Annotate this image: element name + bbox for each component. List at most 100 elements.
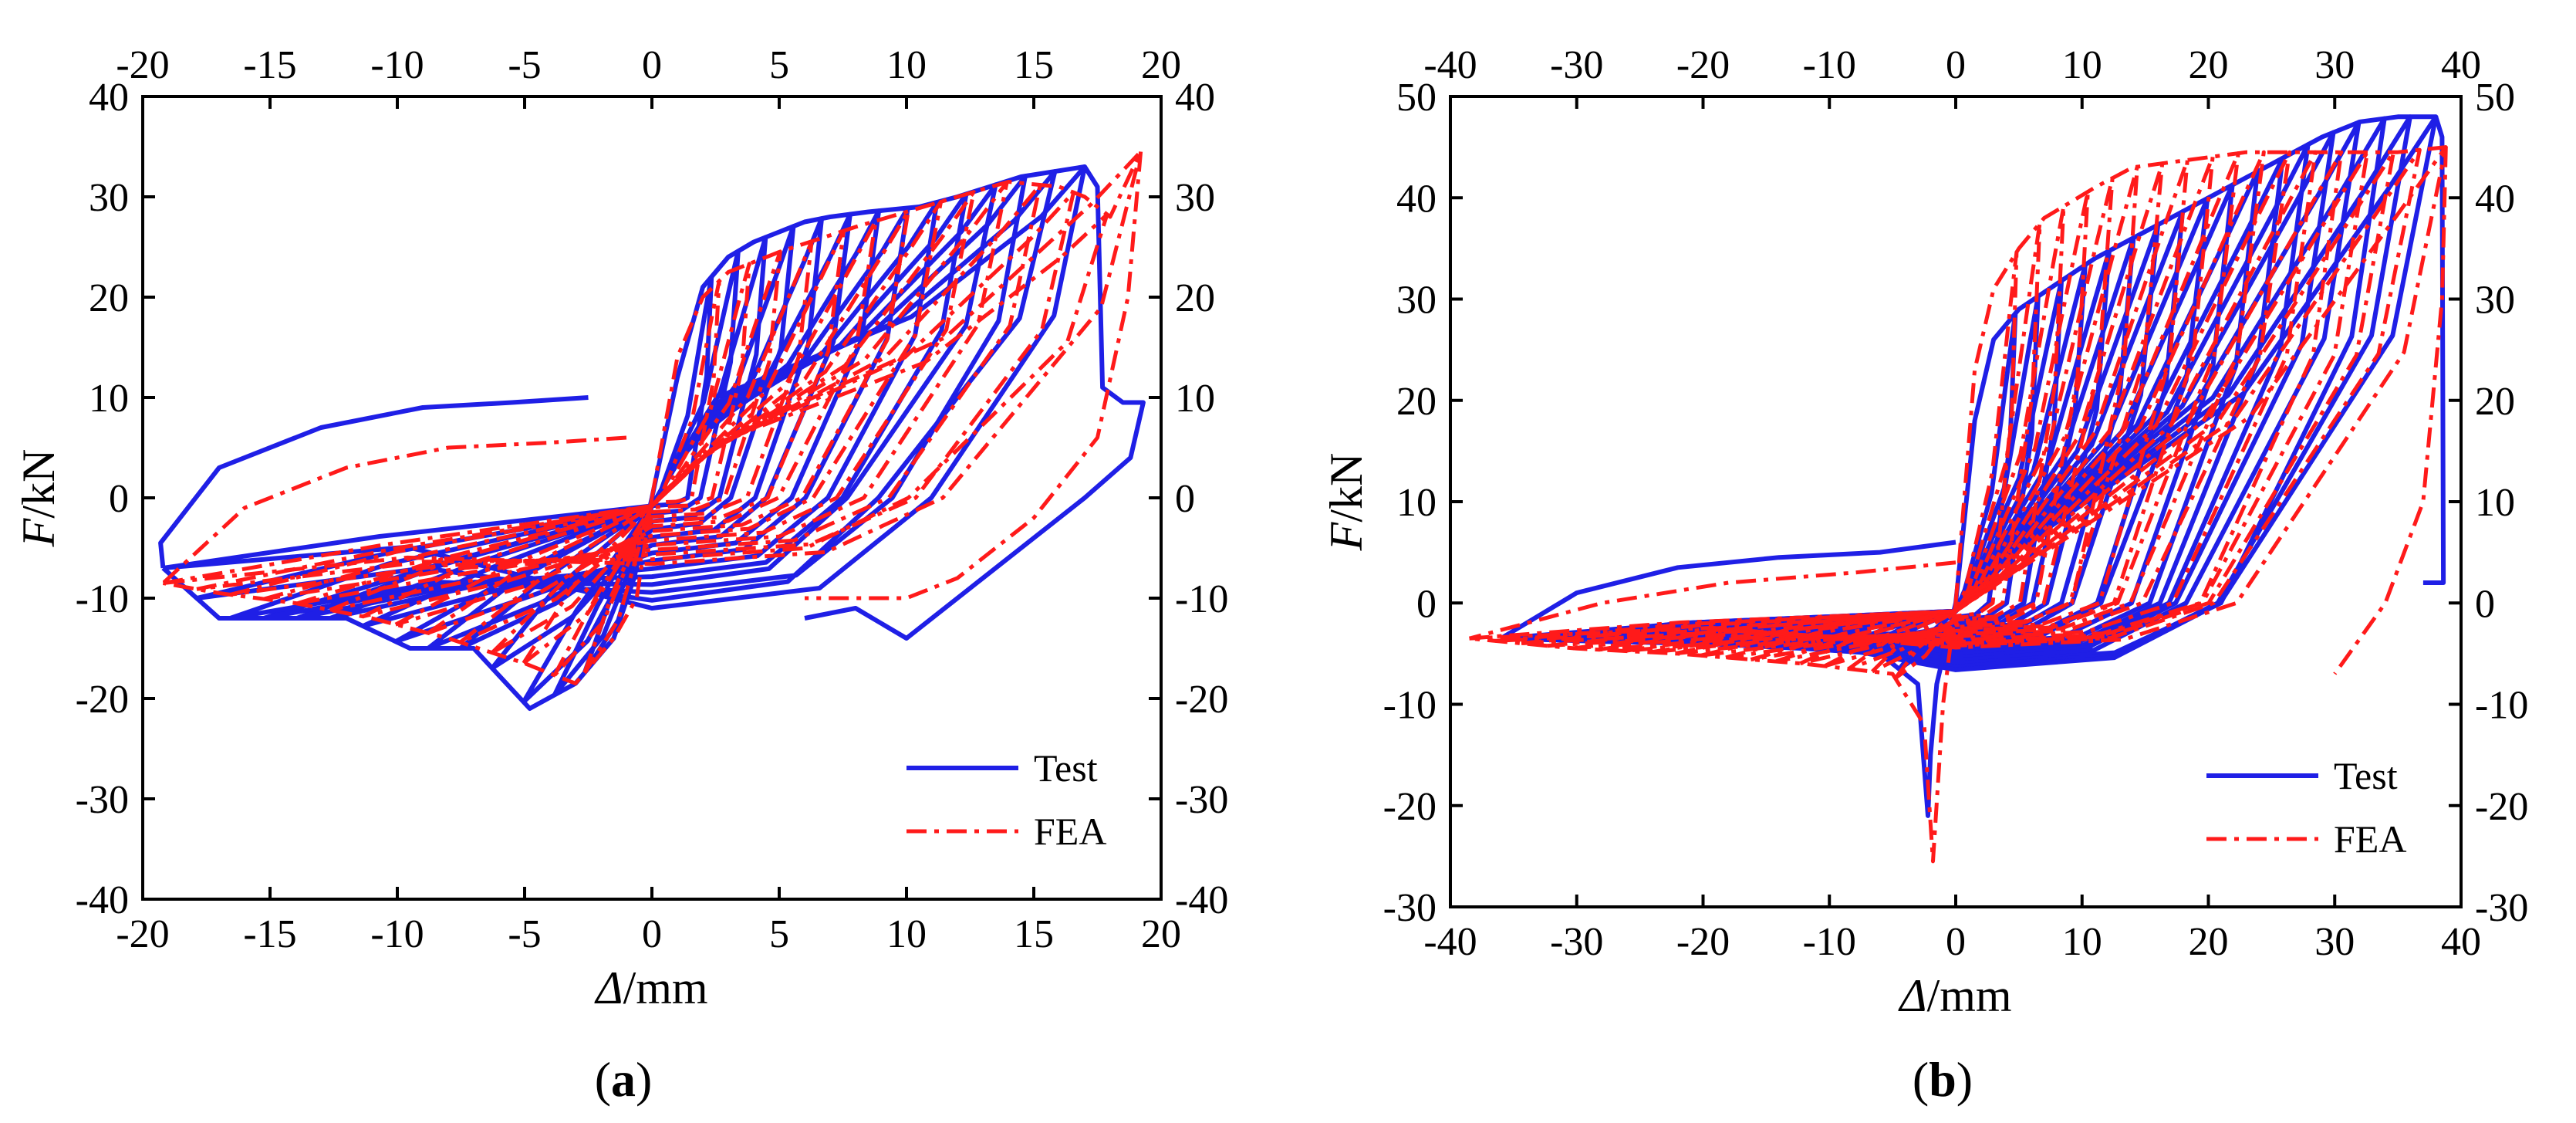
series-fea-loop bbox=[552, 262, 751, 677]
x-tick-label: 5 bbox=[769, 912, 789, 956]
x-tick-label: -20 bbox=[116, 912, 169, 956]
x-tick-label-top: -20 bbox=[116, 43, 169, 87]
series-fea-branch bbox=[1953, 145, 2446, 604]
y-tick-label: -30 bbox=[76, 778, 129, 822]
x-tick-label-top: 20 bbox=[2189, 43, 2229, 87]
series-fea-branch bbox=[2333, 147, 2448, 675]
plot-area-a bbox=[158, 150, 1146, 711]
y-tick-label: -10 bbox=[1383, 684, 1437, 728]
x-tick-label-top: -5 bbox=[508, 43, 541, 87]
x-tick-label-top: -30 bbox=[1550, 43, 1603, 87]
panel-a-chart: -20-20-15-15-10-10-5-50055101015152020-4… bbox=[13, 43, 1228, 1107]
series-test-branch bbox=[158, 395, 589, 569]
x-tick-label-top: -40 bbox=[1423, 43, 1477, 87]
series-fea-b bbox=[1468, 145, 2448, 864]
x-tick-label: -15 bbox=[243, 912, 296, 956]
panel-label-b: (b) bbox=[1913, 1052, 1973, 1107]
x-axis-title: Δ/mm bbox=[1898, 970, 2011, 1021]
series-test-branch bbox=[1953, 114, 2436, 604]
x-tick-label: -30 bbox=[1550, 920, 1603, 964]
x-tick-label: -5 bbox=[508, 912, 541, 956]
x-tick-label-top: 20 bbox=[1141, 43, 1181, 87]
y-tick-label-right: -10 bbox=[2475, 684, 2528, 728]
y-axis-title: F/kN bbox=[1321, 453, 1372, 552]
series-fea-loop bbox=[1572, 150, 2344, 651]
series-test-loop bbox=[1740, 209, 2186, 648]
y-axis-title: F/kN bbox=[13, 449, 64, 548]
x-tick-label: -20 bbox=[1676, 920, 1730, 964]
plot-area-b bbox=[1468, 114, 2448, 864]
series-fea-branch bbox=[650, 151, 1143, 499]
y-tick-label-right: 50 bbox=[2475, 76, 2515, 120]
x-tick-label: 0 bbox=[642, 912, 662, 956]
x-tick-label: 15 bbox=[1014, 912, 1054, 956]
y-tick-label-right: 30 bbox=[2475, 279, 2515, 323]
y-tick-label-right: -20 bbox=[1175, 678, 1228, 722]
series-test-branch bbox=[2422, 116, 2446, 585]
series-fea-branch bbox=[1469, 602, 1958, 864]
y-tick-label-right: 10 bbox=[2475, 481, 2515, 525]
series-fea-branch bbox=[162, 497, 654, 685]
series-test-branch bbox=[161, 497, 654, 711]
y-tick-label: -30 bbox=[1383, 886, 1437, 930]
x-axis-title: Δ/mm bbox=[594, 962, 707, 1013]
y-tick-label: 10 bbox=[1396, 481, 1437, 525]
series-fea-a bbox=[161, 150, 1143, 685]
plot-frame-b bbox=[1449, 95, 2463, 908]
x-tick-label-top: -10 bbox=[1803, 43, 1856, 87]
legend-label-fea: FEA bbox=[1034, 810, 1106, 853]
x-tick-label: 10 bbox=[886, 912, 927, 956]
series-fea-branch bbox=[805, 151, 1143, 600]
y-tick-label: 50 bbox=[1396, 76, 1437, 120]
series-test-branch bbox=[1499, 540, 1956, 641]
y-tick-label: -10 bbox=[76, 577, 129, 621]
x-tick-label: 20 bbox=[2189, 920, 2229, 964]
x-tick-label-top: 0 bbox=[642, 43, 662, 87]
y-tick-label-right: 40 bbox=[1175, 76, 1215, 120]
legend-a: Test FEA bbox=[906, 746, 1106, 853]
y-tick-label: 30 bbox=[89, 176, 129, 220]
y-tick-label: -20 bbox=[1383, 785, 1437, 829]
series-test-loop bbox=[522, 235, 768, 704]
x-tick-label-top: -20 bbox=[1676, 43, 1730, 87]
y-tick-label-right: -30 bbox=[2475, 886, 2528, 930]
y-tick-label-right: -30 bbox=[1175, 778, 1228, 822]
series-test-a bbox=[158, 164, 1146, 711]
x-tick-label-top: 15 bbox=[1014, 43, 1054, 87]
y-tick-label-right: 20 bbox=[2475, 380, 2515, 424]
x-tick-label: -10 bbox=[1803, 920, 1856, 964]
x-tick-label-top: 40 bbox=[2441, 43, 2481, 87]
x-tick-label-top: 5 bbox=[769, 43, 789, 87]
y-tick-label-right: 0 bbox=[2475, 582, 2495, 626]
x-tick-label: 40 bbox=[2441, 920, 2481, 964]
y-tick-label: -40 bbox=[76, 878, 129, 922]
panel-b-chart: -40-40-30-30-20-20-10-100010102020303040… bbox=[1321, 43, 2528, 1107]
x-tick-label-top: 30 bbox=[2314, 43, 2355, 87]
x-tick-label: 10 bbox=[2062, 920, 2102, 964]
x-tick-label: 30 bbox=[2314, 920, 2355, 964]
legend-label-fea: FEA bbox=[2334, 817, 2406, 861]
x-tick-label: 0 bbox=[1946, 920, 1966, 964]
y-tick-label-right: -10 bbox=[1175, 577, 1228, 621]
y-tick-label: 20 bbox=[89, 276, 129, 320]
y-tick-label-right: -40 bbox=[1175, 878, 1228, 922]
y-tick-label: 40 bbox=[1396, 177, 1437, 221]
x-tick-label-top: -10 bbox=[370, 43, 424, 87]
y-tick-label-right: 40 bbox=[2475, 177, 2515, 221]
legend-label-test: Test bbox=[1034, 746, 1098, 790]
x-tick-label: 20 bbox=[1141, 912, 1181, 956]
y-tick-label: 10 bbox=[89, 377, 129, 421]
x-tick-label-top: 10 bbox=[2062, 43, 2102, 87]
x-tick-label: -10 bbox=[370, 912, 424, 956]
x-tick-label-top: 0 bbox=[1946, 43, 1966, 87]
x-tick-label-top: 10 bbox=[886, 43, 927, 87]
y-tick-label-right: -20 bbox=[2475, 785, 2528, 829]
legend-b: Test FEA bbox=[2206, 754, 2406, 861]
x-tick-label-top: -15 bbox=[243, 43, 296, 87]
y-tick-label: 20 bbox=[1396, 380, 1437, 424]
y-tick-label: 30 bbox=[1396, 279, 1437, 323]
series-test-branch bbox=[804, 165, 1146, 641]
panel-label-a: (a) bbox=[595, 1052, 653, 1107]
y-tick-label: 0 bbox=[1416, 582, 1437, 626]
